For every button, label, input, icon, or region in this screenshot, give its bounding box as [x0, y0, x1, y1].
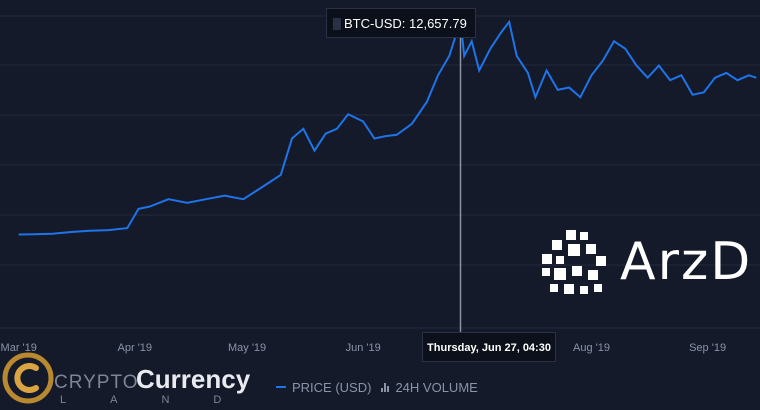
- x-tick-label: Aug '19: [573, 342, 610, 354]
- arz-watermark-text: ArzD: [620, 232, 753, 292]
- legend-line-icon: [276, 386, 286, 388]
- date-tooltip: Thursday, Jun 27, 04:30: [422, 332, 556, 362]
- arz-watermark-logo: ArzD: [538, 228, 760, 300]
- price-tooltip: BTC-USD: 12,657.79: [326, 8, 476, 38]
- x-tick-label: Sep '19: [689, 342, 726, 354]
- legend-label-volume: 24H VOLUME: [395, 379, 478, 395]
- tooltip-swatch: [333, 18, 341, 30]
- x-tick-label: May '19: [228, 342, 266, 354]
- crypto-logo-word-land: LAND: [60, 394, 266, 406]
- legend-item-price[interactable]: PRICE (USD): [276, 380, 371, 395]
- arz-logo-icon: [542, 230, 606, 294]
- bar-chart-icon: [381, 382, 390, 392]
- price-series-line: [18, 19, 757, 236]
- crypto-logo-word-crypto: CRYPTO: [54, 372, 139, 393]
- grid-lines: [0, 15, 760, 329]
- crypto-coin-icon: [2, 352, 54, 404]
- tooltip-text: BTC-USD: 12,657.79: [344, 16, 467, 31]
- chart-legend: PRICE (USD) 24H VOLUME: [276, 378, 478, 396]
- x-tick-label: Apr '19: [118, 342, 153, 354]
- x-tick-label: Mar '19: [1, 342, 37, 354]
- x-axis-ticks: Mar '19 Apr '19 May '19 Jun '19 Aug '19 Sep '…: [1, 342, 727, 354]
- x-tick-label: Jun '19: [346, 342, 381, 354]
- legend-label-price: PRICE (USD): [292, 379, 372, 395]
- crypto-logo-word-currency: Currency: [136, 364, 251, 394]
- legend-item-volume[interactable]: 24H VOLUME: [381, 379, 478, 395]
- crypto-currency-land-logo: CRYPTO Currency LAND: [0, 350, 250, 410]
